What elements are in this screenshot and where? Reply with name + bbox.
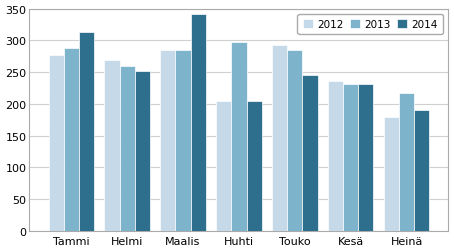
- Bar: [160, 51, 175, 231]
- Bar: [287, 51, 302, 231]
- Bar: [135, 72, 150, 231]
- Bar: [384, 118, 399, 231]
- Bar: [328, 82, 343, 231]
- Bar: [247, 101, 262, 231]
- Bar: [216, 102, 232, 231]
- Bar: [415, 110, 429, 231]
- Bar: [49, 56, 64, 231]
- Bar: [191, 15, 206, 231]
- Legend: 2012, 2013, 2014: 2012, 2013, 2014: [297, 15, 443, 35]
- Bar: [302, 75, 317, 231]
- Bar: [119, 67, 135, 231]
- Bar: [64, 49, 79, 231]
- Bar: [272, 46, 287, 231]
- Bar: [358, 85, 374, 231]
- Bar: [79, 33, 94, 231]
- Bar: [104, 61, 119, 231]
- Bar: [175, 51, 191, 231]
- Bar: [232, 42, 247, 231]
- Bar: [343, 85, 358, 231]
- Bar: [399, 94, 415, 231]
